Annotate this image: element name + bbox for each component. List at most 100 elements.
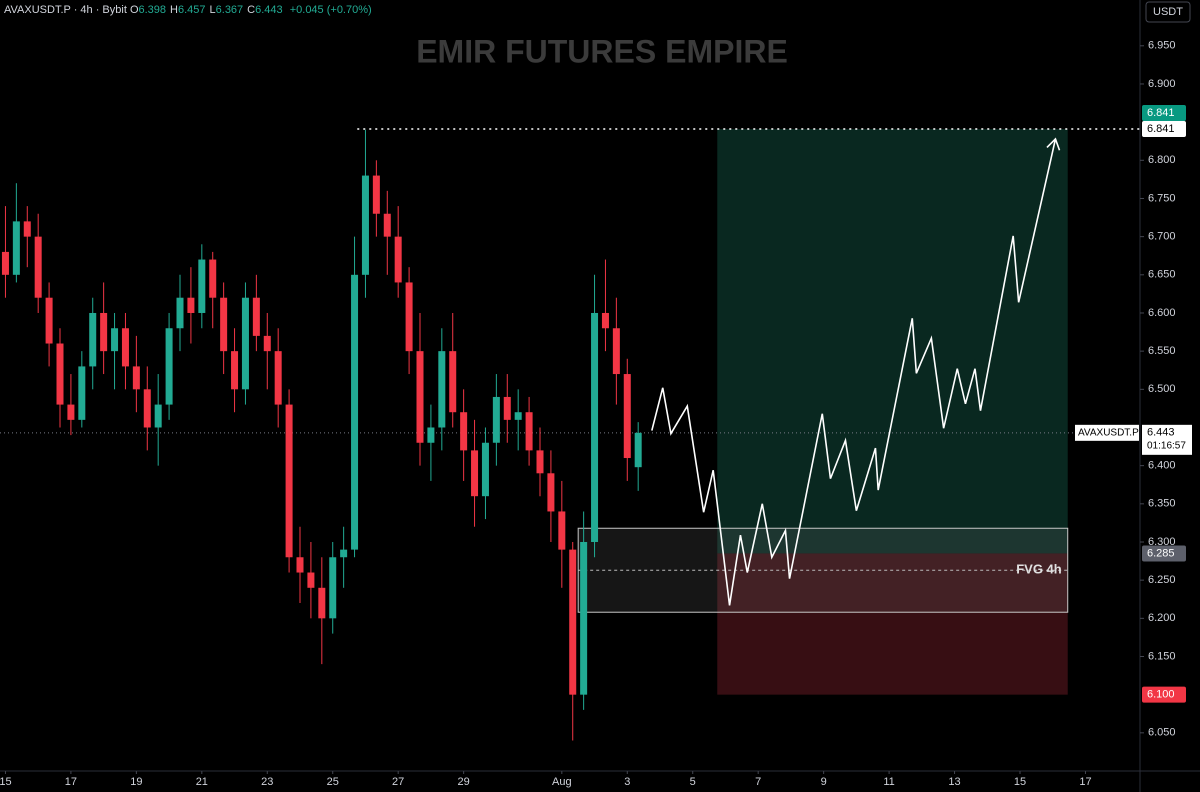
ohlc-value: 6.457 [177,4,206,16]
price-tag-label: 6.285 [1147,547,1175,559]
candle-body [612,328,620,375]
candle-body [427,427,435,443]
candle-body [296,557,304,573]
candle-body [536,450,544,474]
candle-body [383,213,391,237]
plot-area: FVG 4h [0,128,1140,741]
candle-body [209,259,217,298]
x-tick-label: 25 [327,776,339,788]
y-tick-label: 6.750 [1148,192,1176,204]
symbol-header: AVAXUSDT.P · 4h · Bybit O6.398 H6.457 L6.3… [4,4,376,16]
x-tick-label: 15 [0,776,12,788]
candle-body [89,312,97,367]
x-tick-label: 19 [130,776,142,788]
ohlc-value: 6.398 [138,4,167,16]
x-tick-label: 17 [65,776,77,788]
candle-body [252,297,260,336]
x-tick-label: 21 [196,776,208,788]
candle-body [525,412,533,451]
candle-body [45,297,53,344]
y-tick-label: 6.650 [1148,269,1176,281]
candle-body [100,312,108,352]
candle-body [263,335,271,352]
price-tag [1142,545,1186,562]
x-tick-label: 13 [948,776,960,788]
candle-body [558,511,566,550]
candle-body [340,549,348,558]
candle-body [56,343,64,405]
candle-body [591,312,599,542]
price-tag [1142,686,1186,703]
x-tick-label: 7 [755,776,761,788]
candle-body [111,328,119,352]
price-tag [1142,105,1186,122]
y-tick-label: 6.950 [1148,40,1176,52]
y-tick-label: 6.050 [1148,727,1176,739]
last-price-symbol: AVAXUSDT.P [1078,427,1139,438]
candle-body [187,297,195,313]
candle-body [514,412,522,420]
candle-body [623,374,631,459]
candle-body [34,236,42,298]
y-tick-label: 6.700 [1148,231,1176,243]
candle-body [547,473,555,512]
candle-body [231,351,239,390]
candle-body [198,259,206,313]
candle-body [154,404,162,428]
y-tick-label: 6.900 [1148,78,1176,90]
candle-body [241,297,249,390]
candle-body [285,404,293,558]
ohlc-label: L [209,4,216,16]
candle-body [580,541,588,695]
candle-body [307,572,315,588]
candle-body [449,351,457,413]
x-tick-label: 17 [1079,776,1091,788]
projection-path [651,138,1057,606]
candle-body [351,274,359,550]
candle-body [132,366,140,390]
x-tick-label: 27 [392,776,404,788]
ohlc-label: O [129,4,139,16]
currency-label: USDT [1153,6,1183,18]
candle-body [78,366,86,420]
symbol: AVAXUSDT.P · 4h · Bybit [4,4,127,16]
candle-body [176,297,184,329]
price-tag-label: 6.841 [1147,107,1175,119]
candle-body [492,396,500,443]
x-tick-label: 11 [883,776,894,788]
x-tick-label: 29 [458,776,470,788]
candle-body [460,412,468,451]
fvg-label: FVG 4h [1016,562,1062,577]
stop-zone [717,553,1068,695]
ohlc-label: H [170,4,178,16]
price-tag [1142,121,1186,138]
candle-body [481,442,489,497]
y-tick-label: 6.550 [1148,345,1176,357]
candle-body [601,312,609,329]
x-tick-label: Aug [552,776,572,788]
ohlc-label: C [247,4,256,16]
candle-body [503,396,511,420]
candle-body [12,221,20,275]
y-tick-label: 6.500 [1148,383,1176,395]
y-tick-label: 6.800 [1148,154,1176,166]
candle-body [394,236,402,283]
projection-arrowhead [1046,137,1061,151]
candle-body [372,175,380,214]
last-price-symbol-box [1075,424,1139,441]
candle-body [143,389,151,428]
y-tick-label: 6.300 [1148,536,1176,548]
candle-body [569,549,577,695]
price-tag-label: 6.100 [1147,689,1175,701]
x-tick-label: 9 [821,776,827,788]
x-tick-label: 5 [690,776,696,788]
currency-box[interactable] [1145,1,1191,23]
y-tick-label: 6.400 [1148,460,1176,472]
candle-body [165,328,173,405]
candle-body [67,404,75,420]
x-tick-label: 23 [261,776,273,788]
last-price-value: 6.443 [1147,427,1175,439]
candle-body [471,450,479,497]
candle-body [416,351,424,443]
